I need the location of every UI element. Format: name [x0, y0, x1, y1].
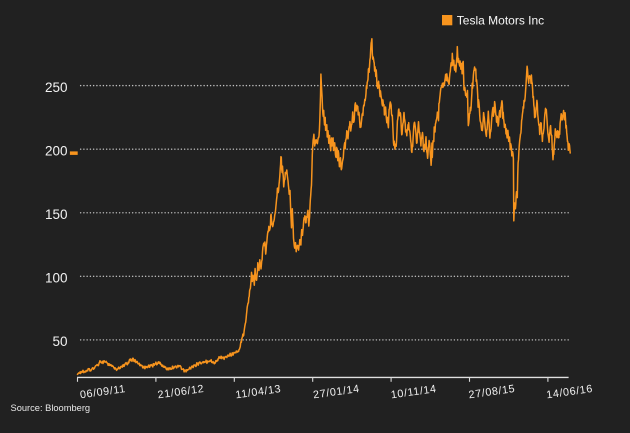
svg-text:Source: Bloomberg: Source: Bloomberg	[11, 403, 91, 413]
svg-text:150: 150	[45, 207, 68, 222]
svg-text:50: 50	[52, 334, 67, 349]
svg-text:100: 100	[45, 271, 68, 286]
svg-text:200: 200	[45, 143, 68, 158]
svg-text:Tesla Motors Inc: Tesla Motors Inc	[457, 14, 544, 28]
svg-text:250: 250	[45, 80, 68, 95]
